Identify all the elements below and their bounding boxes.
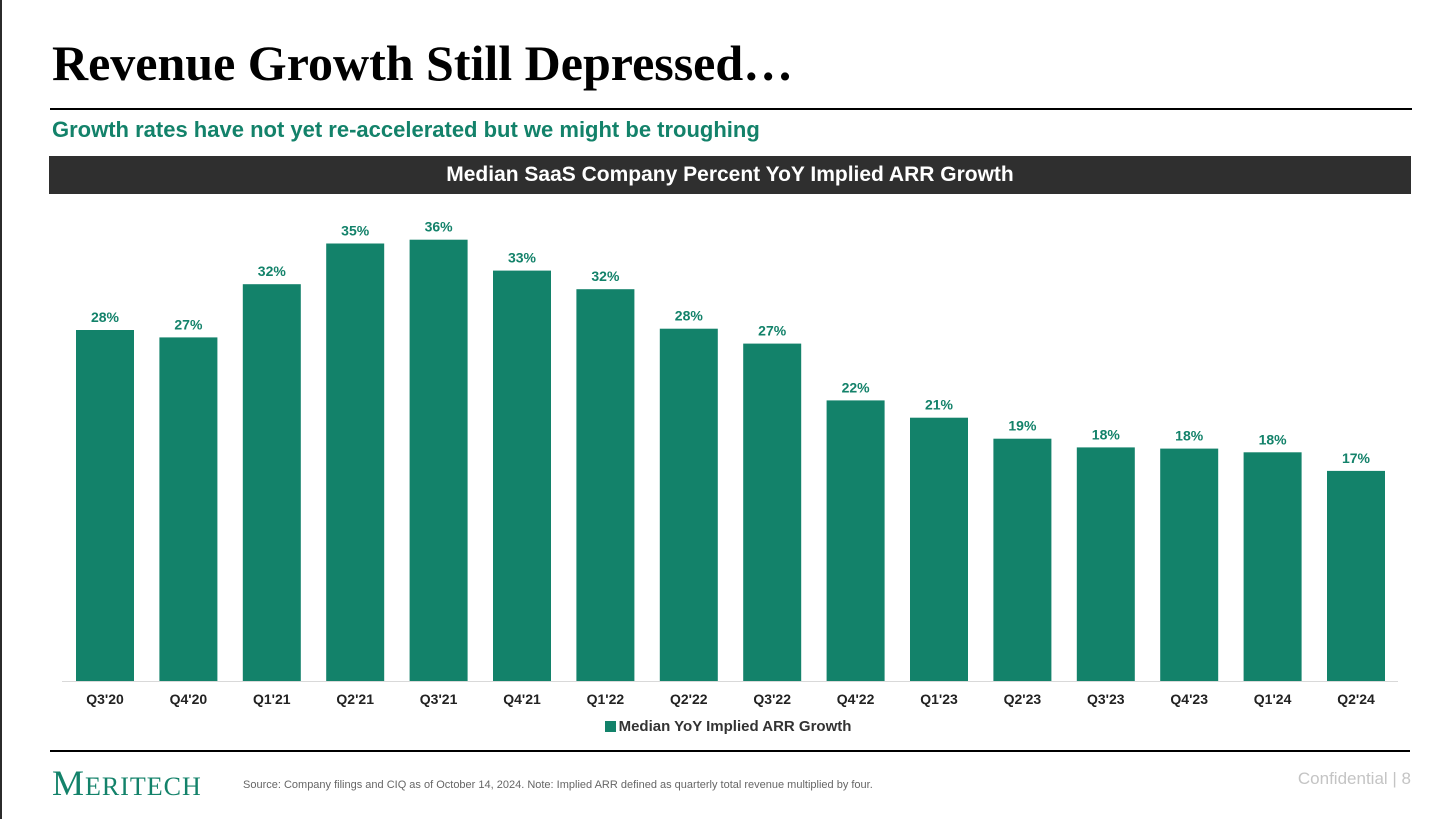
bar-Q1'22 — [576, 289, 635, 681]
left-edge-line — [0, 0, 2, 819]
value-label-Q4'23: 18% — [1175, 428, 1204, 444]
bar-Q2'24 — [1327, 470, 1385, 681]
bar-chart: 28% 27% 32% 35% 36% 33% 32% 28% 27% 22% 21% 19% 18% 1… — [62, 219, 1398, 707]
value-label-Q3'23: 18% — [1092, 426, 1121, 442]
page-subtitle: Growth rates have not yet re-accelerated… — [52, 117, 760, 142]
tick-label-Q2'21: Q2'21 — [336, 691, 374, 707]
value-label-Q4'20: 27% — [174, 316, 203, 332]
bar-Q2'23 — [993, 438, 1052, 681]
bar-Q3'22 — [743, 343, 802, 681]
bar-Q4'21 — [493, 270, 551, 681]
bar-Q1'23 — [910, 417, 968, 681]
page-title: Revenue Growth Still Depressed… — [52, 35, 794, 91]
bar-Q4'23 — [1160, 448, 1219, 681]
value-label-Q1'24: 18% — [1259, 431, 1288, 447]
value-label-Q2'21: 35% — [341, 223, 370, 239]
value-label-Q2'24: 17% — [1342, 450, 1371, 466]
tick-label-Q4'21: Q4'21 — [503, 691, 541, 707]
tick-label-Q1'21: Q1'21 — [253, 691, 291, 707]
bar-Q4'20 — [159, 337, 218, 681]
tick-label-Q3'21: Q3'21 — [420, 691, 458, 707]
value-label-Q4'22: 22% — [842, 379, 871, 395]
chart-title-banner: Median SaaS Company Percent YoY Implied … — [49, 156, 1411, 194]
tick-label-Q2'24: Q2'24 — [1337, 691, 1375, 707]
confidential-page-number: Confidential | 8 — [1297, 769, 1411, 788]
tick-label-Q1'23: Q1'23 — [920, 691, 958, 707]
tick-label-Q4'22: Q4'22 — [837, 691, 875, 707]
chart-legend: Median YoY Implied ARR Growth — [0, 718, 1456, 735]
legend-label: Median YoY Implied ARR Growth — [618, 718, 852, 735]
title-divider — [50, 108, 1412, 110]
tick-label-Q3'23: Q3'23 — [1087, 691, 1125, 707]
legend-swatch — [604, 721, 616, 732]
value-label-Q1'22: 32% — [591, 268, 620, 284]
bar-Q2'22 — [659, 328, 718, 681]
bar-Q3'20 — [76, 330, 134, 681]
bar-Q4'22 — [826, 400, 885, 681]
value-label-Q3'22: 27% — [758, 323, 787, 339]
tick-label-Q1'22: Q1'22 — [587, 691, 625, 707]
bar-Q3'21 — [409, 239, 468, 681]
bar-Q1'21 — [242, 284, 301, 681]
value-label-Q3'20: 28% — [91, 309, 120, 325]
chart-title: Median SaaS Company Percent YoY Implied … — [446, 163, 1014, 186]
tick-label-Q4'20: Q4'20 — [170, 691, 208, 707]
value-labels-group: 28% 27% 32% 35% 36% 33% 32% 28% 27% 22% 21% 19% 18% 1… — [91, 219, 1371, 466]
tick-label-Q4'23: Q4'23 — [1170, 691, 1208, 707]
value-label-Q1'23: 21% — [925, 397, 954, 413]
value-label-Q4'21: 33% — [508, 250, 537, 266]
logo-rest: ERITECH — [85, 772, 202, 801]
bar-Q3'23 — [1076, 447, 1135, 681]
footer-divider — [50, 750, 1410, 752]
value-label-Q2'23: 19% — [1008, 418, 1037, 434]
value-label-Q3'21: 36% — [425, 219, 454, 235]
meritech-logo: MERITECH — [52, 762, 202, 804]
bars-group — [76, 239, 1385, 681]
value-label-Q1'21: 32% — [258, 263, 287, 279]
tick-label-Q1'24: Q1'24 — [1254, 691, 1292, 707]
logo-initial: M — [52, 763, 86, 803]
tick-label-Q3'20: Q3'20 — [86, 691, 124, 707]
bar-Q2'21 — [326, 243, 385, 681]
bar-Q1'24 — [1243, 452, 1302, 681]
value-label-Q2'22: 28% — [675, 308, 704, 324]
tick-labels-group: Q3'20 Q4'20 Q1'21 Q2'21 Q3'21 Q4'21 Q1'22 Q2'22… — [86, 691, 1375, 707]
tick-label-Q2'22: Q2'22 — [670, 691, 708, 707]
tick-label-Q2'23: Q2'23 — [1004, 691, 1042, 707]
source-note: Source: Company filings and CIQ as of Oc… — [243, 779, 873, 791]
tick-label-Q3'22: Q3'22 — [753, 691, 791, 707]
